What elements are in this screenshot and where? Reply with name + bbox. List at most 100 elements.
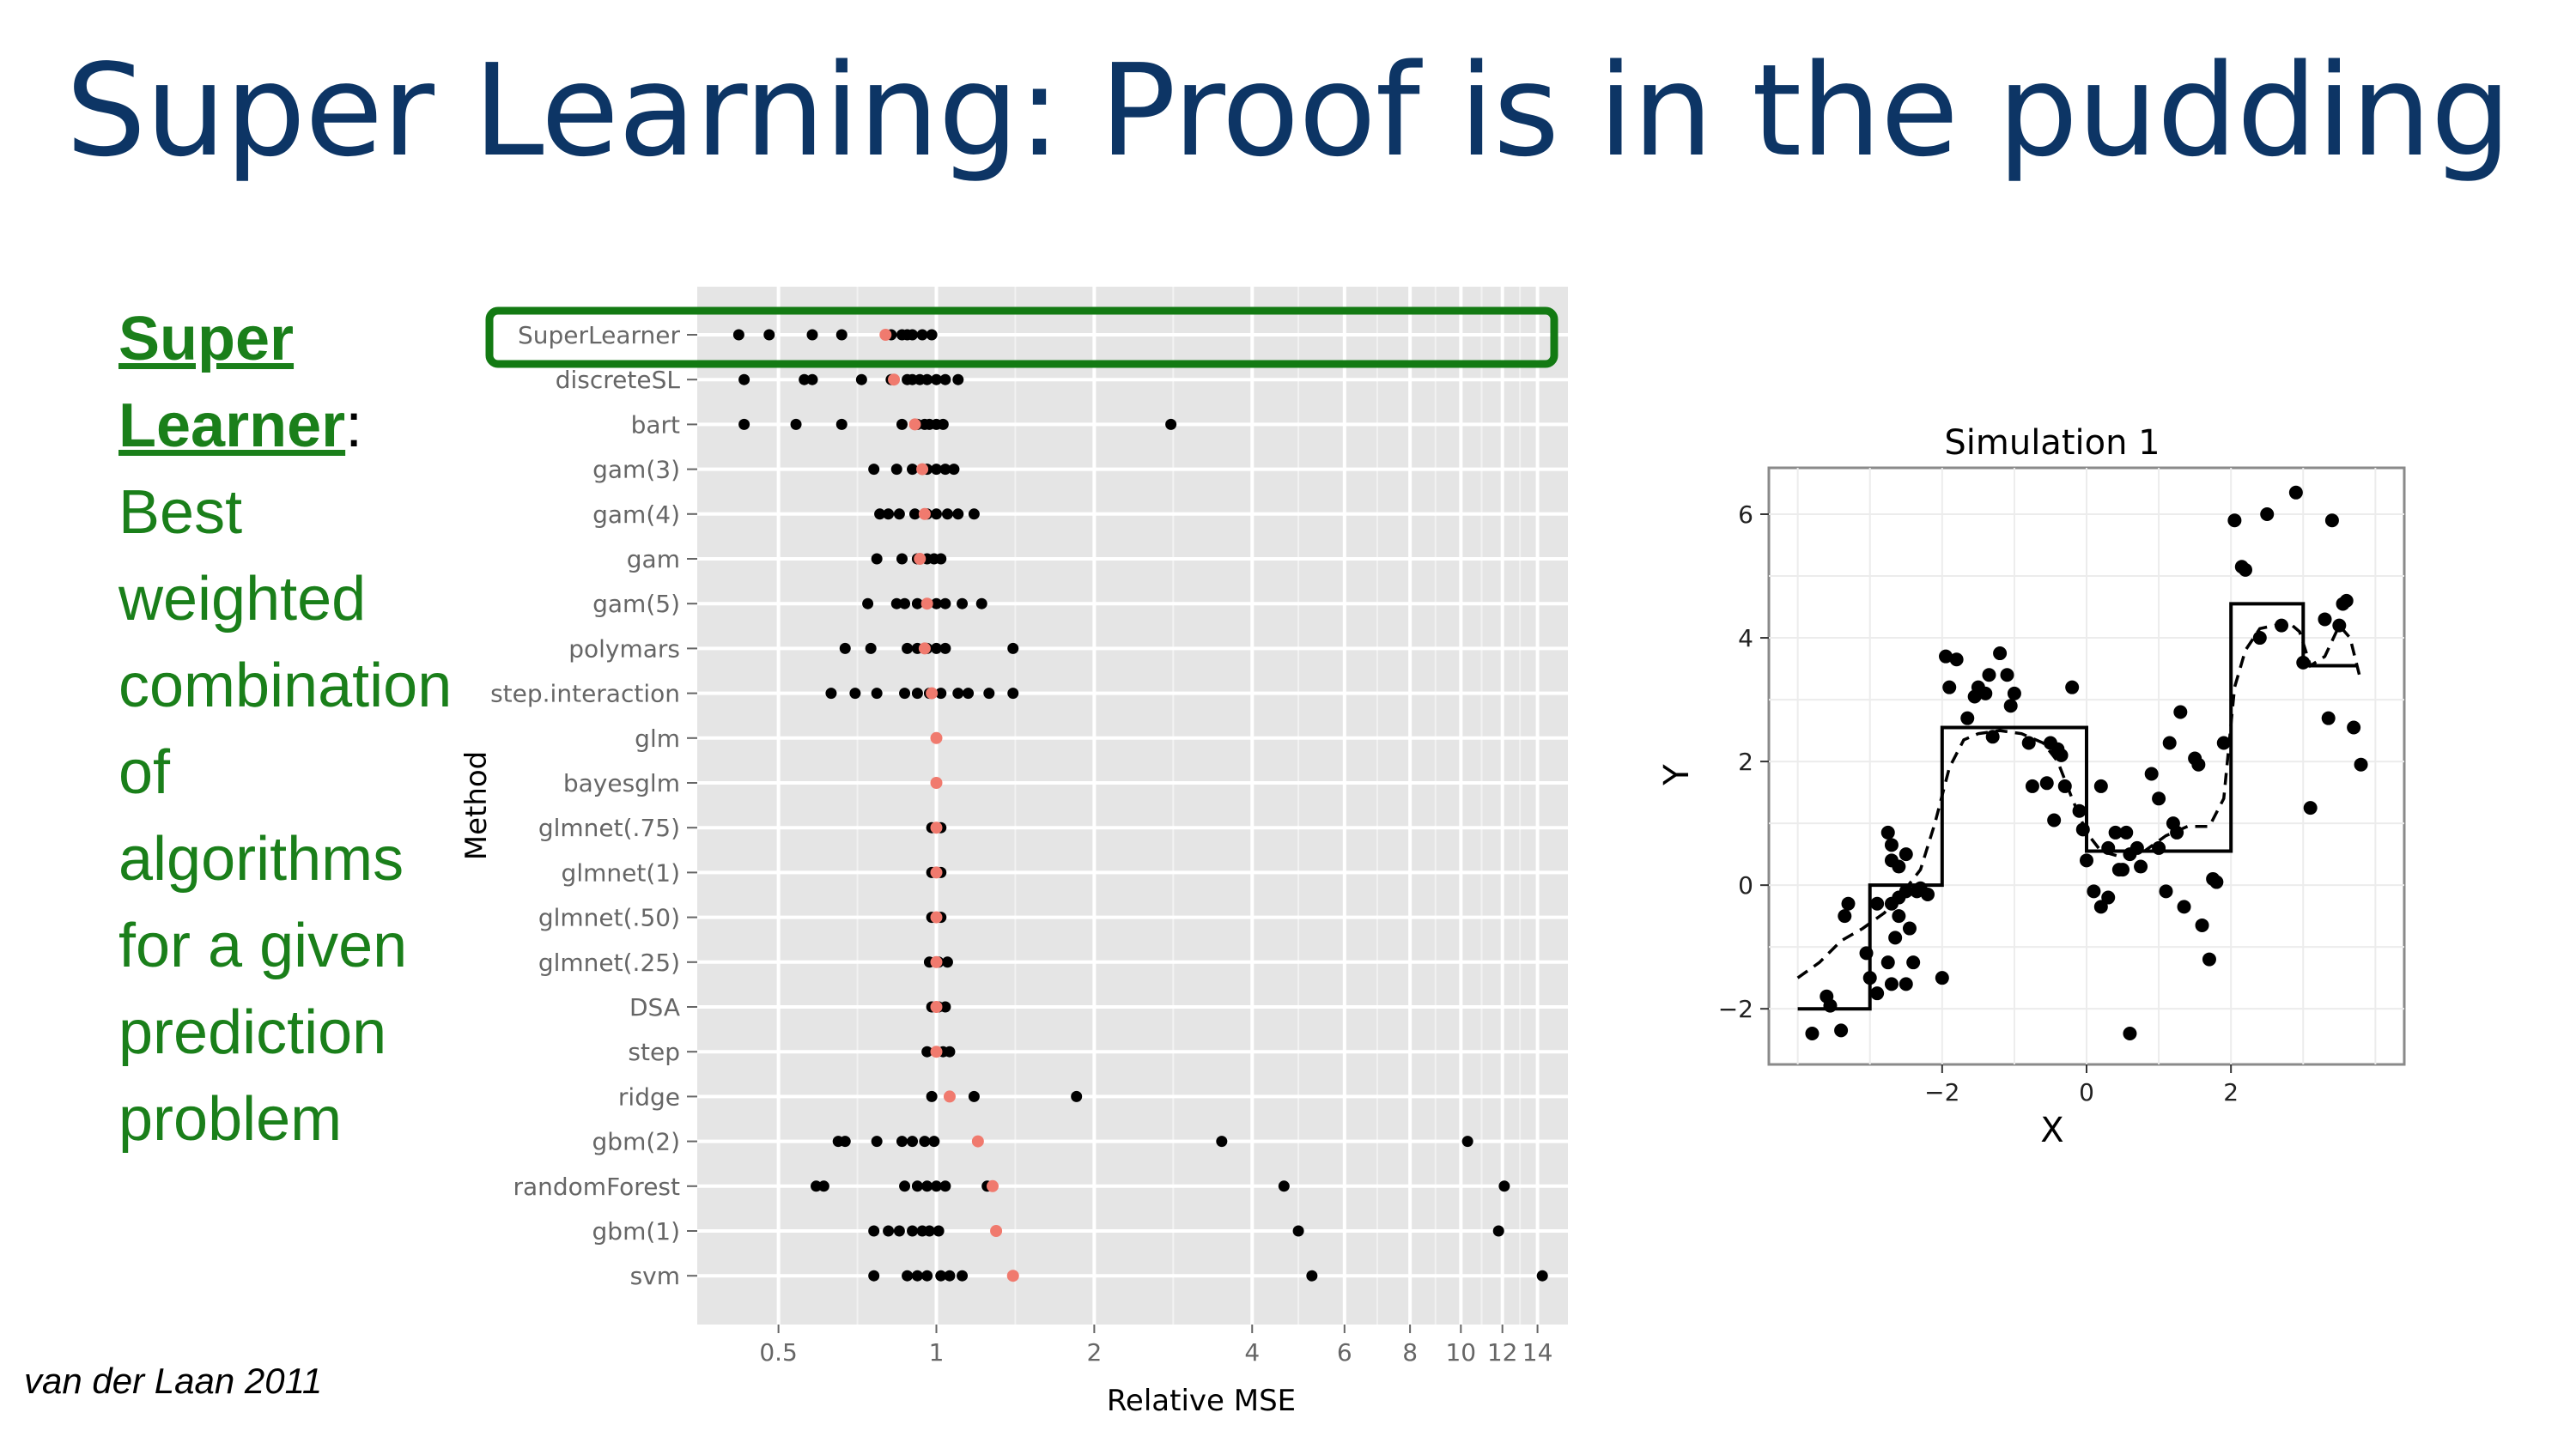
plot-panel bbox=[697, 287, 1568, 1325]
algorithm-point bbox=[939, 1001, 951, 1013]
algorithm-point bbox=[907, 1225, 919, 1237]
algorithm-point bbox=[899, 597, 911, 609]
algorithm-point bbox=[952, 508, 964, 520]
sim-point bbox=[1899, 977, 1913, 991]
algorithm-point bbox=[907, 1136, 919, 1148]
super-learner-point bbox=[943, 1090, 956, 1103]
citation: van der Laan 2011 bbox=[24, 1361, 323, 1401]
algorithm-point bbox=[911, 597, 923, 609]
sim-point bbox=[1982, 668, 1996, 682]
sim-point bbox=[2123, 1026, 2137, 1040]
sim-point bbox=[1838, 909, 1852, 924]
method-label: glmnet(.25) bbox=[538, 949, 680, 977]
slide-title: Super Learning: Proof is in the pudding bbox=[65, 37, 2511, 185]
algorithm-point bbox=[916, 329, 928, 341]
method-label: svm bbox=[630, 1262, 680, 1290]
sim-point bbox=[2288, 485, 2303, 500]
algorithm-point bbox=[868, 464, 880, 476]
algorithm-point bbox=[868, 1270, 880, 1282]
x-tick-label: 4 bbox=[1244, 1338, 1260, 1367]
sim-point bbox=[2116, 863, 2130, 877]
super-learner-point bbox=[916, 463, 929, 476]
algorithm-point bbox=[952, 373, 964, 385]
super-learner-point bbox=[879, 329, 892, 341]
algorithm-point bbox=[939, 597, 951, 609]
sim-point bbox=[2239, 562, 2252, 577]
term-colon: : bbox=[345, 391, 363, 460]
algorithm-point bbox=[896, 1136, 908, 1148]
sim-point bbox=[1942, 680, 1957, 694]
method-label: DSA bbox=[629, 993, 680, 1022]
sim-point bbox=[2191, 757, 2206, 772]
sim-point bbox=[2227, 513, 2242, 528]
algorithm-point bbox=[957, 597, 969, 609]
algorithm-point bbox=[957, 1270, 969, 1282]
algorithm-point bbox=[907, 464, 919, 476]
description-line: of bbox=[118, 738, 171, 807]
algorithm-point bbox=[941, 508, 953, 520]
sim-point bbox=[1935, 971, 1949, 985]
sim-point bbox=[1902, 921, 1917, 936]
sim-point bbox=[1884, 838, 1899, 852]
algorithm-point bbox=[968, 508, 980, 520]
method-label: glmnet(.75) bbox=[538, 814, 680, 842]
algorithm-point bbox=[835, 418, 848, 430]
method-label: gam(3) bbox=[592, 456, 680, 484]
sim-title: Simulation 1 bbox=[1944, 423, 2160, 463]
method-label: discreteSL bbox=[556, 366, 681, 394]
algorithm-point bbox=[928, 1136, 940, 1148]
method-label: glmnet(1) bbox=[562, 858, 680, 887]
sim-point bbox=[2318, 612, 2332, 627]
algorithm-point bbox=[738, 418, 750, 430]
super-learner-point bbox=[1006, 1270, 1019, 1282]
algorithm-point bbox=[871, 1136, 883, 1148]
algorithm-point bbox=[817, 1180, 829, 1192]
sim-point bbox=[2152, 791, 2166, 806]
sim-point bbox=[1888, 931, 1903, 945]
method-label: glm bbox=[635, 724, 680, 753]
algorithm-point bbox=[930, 373, 942, 385]
algorithm-point bbox=[935, 688, 947, 700]
algorithm-point bbox=[921, 373, 933, 385]
algorithm-point bbox=[790, 418, 802, 430]
sim-point bbox=[2021, 736, 2036, 750]
algorithm-point bbox=[883, 1225, 895, 1237]
sim-y-tick-label: 0 bbox=[1738, 871, 1753, 900]
method-label: ridge bbox=[618, 1082, 680, 1111]
sim-y-tick-label: −2 bbox=[1718, 995, 1753, 1023]
algorithm-point bbox=[849, 688, 861, 700]
sim-x-axis-title: X bbox=[2040, 1111, 2063, 1150]
super-learner-point bbox=[930, 1046, 943, 1058]
algorithm-point bbox=[921, 1270, 933, 1282]
sim-point bbox=[1834, 1023, 1849, 1038]
algorithm-point bbox=[1071, 1090, 1083, 1102]
true-step-function bbox=[1797, 602, 2358, 1011]
sim-point bbox=[2025, 779, 2039, 793]
term-line-2: Learner: bbox=[118, 383, 496, 470]
sim-point bbox=[2129, 840, 2144, 855]
sim-point bbox=[2101, 890, 2116, 905]
super-learner-point bbox=[971, 1135, 984, 1148]
algorithm-point bbox=[907, 329, 919, 341]
algorithm-point bbox=[939, 1180, 951, 1192]
algorithm-point bbox=[968, 1090, 980, 1102]
algorithm-point bbox=[911, 688, 923, 700]
algorithm-point bbox=[1492, 1225, 1504, 1237]
algorithm-point bbox=[896, 553, 908, 565]
x-tick-label: 1 bbox=[929, 1338, 945, 1367]
algorithm-point bbox=[732, 329, 744, 341]
algorithm-point bbox=[825, 688, 837, 700]
sim-point bbox=[1841, 896, 1856, 911]
sim-point bbox=[2000, 668, 2014, 682]
sim-point bbox=[1870, 986, 1885, 1001]
sim-point bbox=[1884, 977, 1899, 991]
sim-point bbox=[1870, 896, 1885, 911]
algorithm-point bbox=[923, 1225, 935, 1237]
sim-point bbox=[1906, 955, 1921, 970]
algorithm-point bbox=[926, 329, 938, 341]
sim-point bbox=[2260, 507, 2275, 522]
description-line: prediction bbox=[118, 998, 387, 1067]
sim-point bbox=[1985, 730, 2000, 744]
sim-point bbox=[2003, 699, 2018, 713]
